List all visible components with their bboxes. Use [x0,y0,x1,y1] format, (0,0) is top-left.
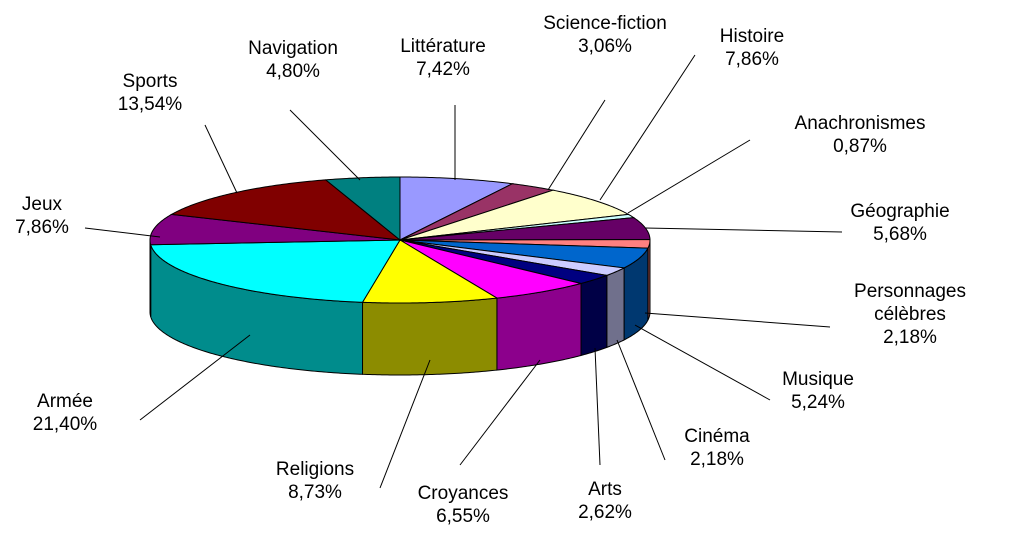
value-label: 7,86% [15,217,69,238]
category-label: Littérature [400,36,486,57]
leader-line [289,109,361,181]
slice [169,179,402,241]
slice-side [606,267,625,349]
category-label: Arts [588,479,622,500]
data-label: Armée 21,40% [0,390,150,436]
category-label: Croyances [417,483,509,504]
data-label: Histoire 7,86% [667,25,837,71]
category-label: Religions [275,459,355,480]
leader-line [547,99,606,191]
value-label: 0,87% [833,136,887,157]
value-label: 21,40% [32,414,98,435]
leader-line [599,54,696,201]
data-label: Musique 5,24% [733,368,903,414]
slice [399,239,649,269]
leader-line [627,139,751,214]
category-label: Navigation [248,38,338,59]
value-label: 5,68% [873,224,927,245]
data-label: Cinéma 2,18% [632,425,802,471]
leader-line [204,124,238,194]
data-label: Navigation 4,80% [208,37,378,83]
category-label: Jeux [21,194,63,215]
slice [399,239,582,299]
leader-line [594,347,601,466]
category-label: Musique [782,369,854,390]
leader-line [634,324,771,401]
data-label: Personnages célèbres 2,18% [835,280,985,349]
slice [399,239,609,284]
category-label: Science-fiction [543,13,667,34]
value-label: 13,54% [117,94,183,115]
slice-side [580,274,608,357]
data-label: Science-fiction 3,06% [520,12,690,58]
leader-line [459,359,541,466]
slice [150,239,401,303]
value-label: 7,86% [725,49,779,70]
value-label: 2,18% [690,449,744,470]
value-label: 5,24% [791,392,845,413]
category-label: Histoire [719,26,785,47]
category-label: Anachronismes [794,113,926,134]
slice-side [149,239,152,317]
slice [149,213,401,246]
leader-line [644,312,831,328]
category-label: Armée [37,391,93,412]
data-label: Religions 8,73% [230,458,400,504]
slice [324,176,401,242]
category-label: Sports [122,71,178,92]
category-label: Géographie [850,201,950,222]
value-label: 2,62% [578,502,632,523]
data-label: Anachronismes 0,87% [775,112,945,158]
leader-line [616,339,666,461]
value-label: 2,18% [883,327,937,348]
leader-line [379,359,431,489]
data-label: Croyances 6,55% [378,482,548,528]
value-label: 3,06% [578,36,632,57]
slice [399,189,631,241]
leader-line [84,227,161,238]
category-label: Cinéma [684,426,750,447]
leader-line [139,334,251,421]
value-label: 7,42% [416,59,470,80]
value-label: 8,73% [288,482,342,503]
slice-side [362,297,498,376]
value-label: 6,55% [436,506,490,527]
data-label: Sports 13,54% [65,70,235,116]
data-label: Arts 2,62% [520,478,690,524]
slice [399,183,555,241]
leader-line [644,227,843,233]
data-label: Littérature 7,42% [358,35,528,81]
data-label: Géographie 5,68% [815,200,985,246]
value-label: 4,80% [266,61,320,82]
category-label: Personnages célèbres [854,281,966,325]
data-label: Jeux 7,86% [0,193,127,239]
slice [399,176,515,241]
slice [399,239,626,276]
slice [361,239,499,304]
